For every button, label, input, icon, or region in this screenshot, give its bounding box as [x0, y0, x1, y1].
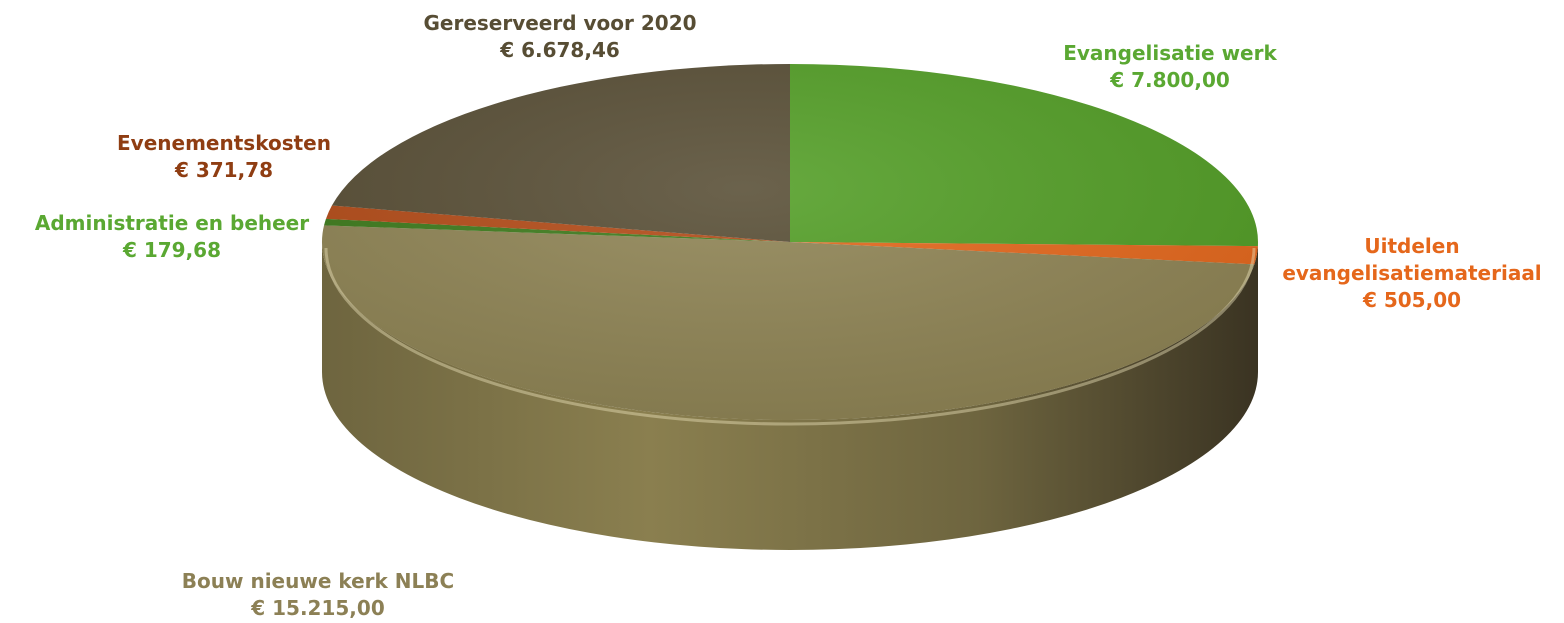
data-label-uitdelen-evangelisatiemateriaal: Uitdelen evangelisatiemateriaal € 505,00 — [1282, 233, 1541, 314]
data-label-name: Gereserveerd voor 2020 — [423, 11, 697, 35]
data-label-value: € 371,78 — [174, 158, 274, 182]
data-label-name: Administratie en beheer — [34, 211, 310, 235]
data-label-value: € 15.215,00 — [251, 596, 385, 620]
data-label-value: € 505,00 — [1362, 288, 1462, 312]
data-label-value: € 179,68 — [122, 238, 222, 262]
pie-top-shading — [322, 64, 1258, 420]
pie-rim-highlight — [324, 247, 1256, 426]
data-label-evenementskosten: Evenementskosten € 371,78 — [117, 130, 331, 184]
data-label-bouw-nieuwe-kerk-nlbc: Bouw nieuwe kerk NLBC € 15.215,00 — [182, 568, 454, 622]
data-label-name: Bouw nieuwe kerk NLBC — [181, 569, 455, 593]
pie-side-walls — [322, 242, 1258, 550]
data-label-gereserveerd-voor-2020: Gereserveerd voor 2020 € 6.678,46 — [423, 10, 696, 64]
pie-side-wall — [322, 242, 1258, 550]
data-label-name: Evangelisatie werk — [1063, 41, 1277, 65]
data-label-value: € 7.800,00 — [1110, 68, 1230, 92]
data-label-name: Uitdelen evangelisatiemateriaal — [1282, 234, 1542, 285]
data-label-administratie-en-beheer: Administratie en beheer € 179,68 — [35, 210, 309, 264]
data-label-evangelisatie-werk: Evangelisatie werk € 7.800,00 — [1063, 40, 1277, 94]
pie-slices — [321, 64, 1259, 421]
data-label-value: € 6.678,46 — [500, 38, 620, 62]
data-label-name: Evenementskosten — [117, 131, 331, 155]
pie-rim — [324, 247, 1256, 426]
